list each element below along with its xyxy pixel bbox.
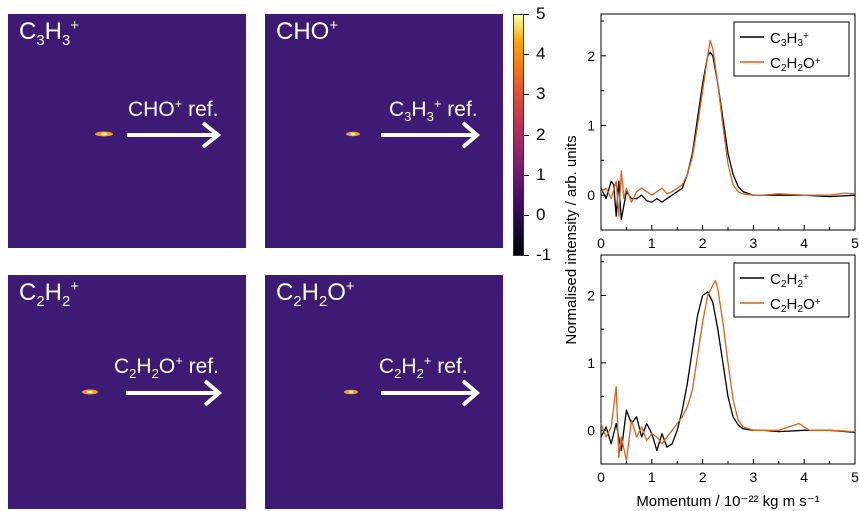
legend-label: C2H2+ <box>770 271 809 290</box>
image-overlay <box>95 121 222 149</box>
x-tick-label: 2 <box>699 469 707 485</box>
y-tick-label: 1 <box>587 117 595 133</box>
colorbar-tick-label: 3 <box>536 84 546 104</box>
series-line-black <box>600 291 856 452</box>
arrow-head <box>201 121 222 149</box>
panel-title: C2H2+ <box>19 279 79 310</box>
image-panel-c2h2o: C2H2O+ C2H2+ ref. <box>265 275 503 509</box>
legend: C2H2+ C2H2O+ <box>733 262 850 318</box>
series-line-orange <box>600 39 856 217</box>
x-tick-label: 0 <box>597 469 605 485</box>
colorbar-tick <box>524 255 529 256</box>
legend-label: C2H2O+ <box>770 296 821 315</box>
x-tick-label: 1 <box>648 469 656 485</box>
x-tick-label: 4 <box>800 235 808 251</box>
x-tick-label: 2 <box>699 235 707 251</box>
reference-label: C2H2+ ref. <box>379 353 468 382</box>
signal-spot-core <box>348 390 354 394</box>
colorbar-tick <box>524 14 529 15</box>
image-panel-c2h2: C2H2+ C2H2O+ ref. <box>8 275 246 509</box>
legend: C3H3+ C2H2O+ <box>733 21 850 77</box>
colorbar-tick-label: 2 <box>536 124 546 144</box>
colorbar-tick-label: 1 <box>536 164 546 184</box>
arrow-head <box>461 379 481 407</box>
plot-1: 0 1 2 3 4 5 0 1 2 C3H3+ C2H2O+ <box>587 13 859 251</box>
image-overlay <box>82 379 223 407</box>
colorbar-tick <box>524 54 529 56</box>
reference-label: CHO+ ref. <box>128 96 219 121</box>
x-tick-label: 4 <box>800 469 808 485</box>
y-tick-label: 2 <box>587 287 595 303</box>
image-overlay <box>346 121 481 149</box>
colorbar-tick-label: 0 <box>536 204 546 224</box>
signal-spot-core <box>350 132 356 136</box>
colorbar-tick <box>524 174 529 176</box>
panel-title: C2H2O+ <box>276 279 355 310</box>
reference-label: C3H3+ ref. <box>389 96 478 125</box>
colorbar-gradient <box>513 14 524 256</box>
x-tick-label: 3 <box>750 469 758 485</box>
panel-title: C3H3+ <box>19 18 79 49</box>
colorbar-tick-label: 4 <box>536 44 546 64</box>
y-tick-label: 2 <box>587 48 595 64</box>
legend-box <box>733 262 850 318</box>
y-tick-label: 0 <box>587 422 595 438</box>
x-tick-label: 5 <box>851 235 859 251</box>
x-tick-label: 3 <box>750 235 758 251</box>
colorbar-tick <box>524 134 529 136</box>
y-tick-label: 1 <box>587 355 595 371</box>
legend-box <box>733 21 850 77</box>
y-tick-label: 0 <box>587 187 595 203</box>
image-panel-cho: CHO+ C3H3+ ref. <box>265 14 503 248</box>
plot-2: 0 1 2 3 4 5 0 1 2 C2H2+ C2H2O+ <box>587 254 859 485</box>
colorbar-tick <box>524 214 529 216</box>
colorbar-tick <box>524 94 529 96</box>
arrow-head <box>203 379 223 407</box>
colorbar-tick-label: 5 <box>536 4 546 23</box>
x-tick-label: 0 <box>597 235 605 251</box>
reference-label: C2H2O+ ref. <box>114 353 219 382</box>
image-overlay <box>344 379 481 407</box>
signal-spot-core <box>87 390 93 394</box>
panel-title: CHO+ <box>276 18 339 45</box>
arrow-head <box>461 121 481 149</box>
legend-label: C3H3+ <box>770 30 809 49</box>
x-tick-label: 1 <box>648 235 656 251</box>
series-line-orange <box>600 279 856 462</box>
image-panel-c3h3: C3H3+ CHO+ ref. <box>8 14 246 248</box>
y-axis-label: Normalised intensity / arb. units <box>563 135 580 344</box>
x-axis-label: Momentum / 10⁻²² kg m s⁻¹ <box>636 493 819 510</box>
colorbar-tick-label: -1 <box>536 245 552 264</box>
legend-label: C2H2O+ <box>770 55 821 74</box>
signal-spot-core <box>101 132 107 136</box>
x-tick-label: 5 <box>851 469 859 485</box>
series-line-black <box>600 51 856 221</box>
